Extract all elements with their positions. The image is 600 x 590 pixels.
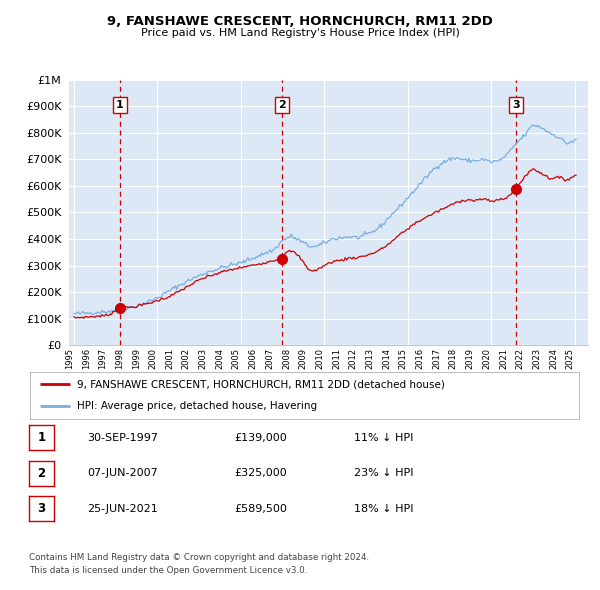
Text: 9, FANSHAWE CRESCENT, HORNCHURCH, RM11 2DD: 9, FANSHAWE CRESCENT, HORNCHURCH, RM11 2…: [107, 15, 493, 28]
Text: 2000: 2000: [148, 348, 157, 369]
Text: Price paid vs. HM Land Registry's House Price Index (HPI): Price paid vs. HM Land Registry's House …: [140, 28, 460, 38]
Text: £325,000: £325,000: [234, 468, 287, 478]
Text: 2012: 2012: [349, 348, 358, 369]
Text: 2020: 2020: [482, 348, 491, 369]
Text: £589,500: £589,500: [234, 504, 287, 513]
Text: 2021: 2021: [499, 348, 508, 369]
Text: 3: 3: [37, 502, 46, 515]
Text: 2019: 2019: [466, 348, 475, 369]
Text: 1: 1: [37, 431, 46, 444]
Text: 2003: 2003: [199, 348, 208, 369]
Text: 25-JUN-2021: 25-JUN-2021: [87, 504, 158, 513]
Text: 2001: 2001: [165, 348, 174, 369]
Text: HPI: Average price, detached house, Havering: HPI: Average price, detached house, Have…: [77, 401, 317, 411]
Text: 2013: 2013: [365, 348, 374, 369]
Text: 1999: 1999: [132, 348, 141, 369]
Text: 2011: 2011: [332, 348, 341, 369]
Text: £139,000: £139,000: [234, 433, 287, 442]
Text: 3: 3: [512, 100, 520, 110]
Text: 2006: 2006: [248, 348, 257, 369]
Text: 1997: 1997: [98, 348, 107, 369]
Text: Contains HM Land Registry data © Crown copyright and database right 2024.
This d: Contains HM Land Registry data © Crown c…: [29, 553, 369, 575]
Text: 2: 2: [37, 467, 46, 480]
Text: 2002: 2002: [182, 348, 191, 369]
Text: 2014: 2014: [382, 348, 391, 369]
Text: 1998: 1998: [115, 348, 124, 369]
Text: 23% ↓ HPI: 23% ↓ HPI: [354, 468, 413, 478]
Text: 2: 2: [278, 100, 286, 110]
Text: 2024: 2024: [549, 348, 558, 369]
Text: 2018: 2018: [449, 348, 458, 369]
Text: 11% ↓ HPI: 11% ↓ HPI: [354, 433, 413, 442]
Text: 2007: 2007: [265, 348, 274, 369]
Text: 2005: 2005: [232, 348, 241, 369]
Text: 9, FANSHAWE CRESCENT, HORNCHURCH, RM11 2DD (detached house): 9, FANSHAWE CRESCENT, HORNCHURCH, RM11 2…: [77, 379, 445, 389]
Text: 07-JUN-2007: 07-JUN-2007: [87, 468, 158, 478]
Text: 2010: 2010: [316, 348, 325, 369]
Text: 2008: 2008: [282, 348, 291, 369]
Text: 1: 1: [116, 100, 124, 110]
Text: 2022: 2022: [515, 348, 524, 369]
Text: 2017: 2017: [432, 348, 441, 369]
Text: 2004: 2004: [215, 348, 224, 369]
Text: 2009: 2009: [299, 348, 308, 369]
Text: 1995: 1995: [65, 348, 74, 369]
Text: 18% ↓ HPI: 18% ↓ HPI: [354, 504, 413, 513]
Text: 2015: 2015: [399, 348, 408, 369]
Text: 2023: 2023: [532, 348, 541, 369]
Text: 2016: 2016: [415, 348, 424, 369]
Text: 30-SEP-1997: 30-SEP-1997: [87, 433, 158, 442]
Text: 2025: 2025: [566, 348, 575, 369]
Text: 1996: 1996: [82, 348, 91, 369]
